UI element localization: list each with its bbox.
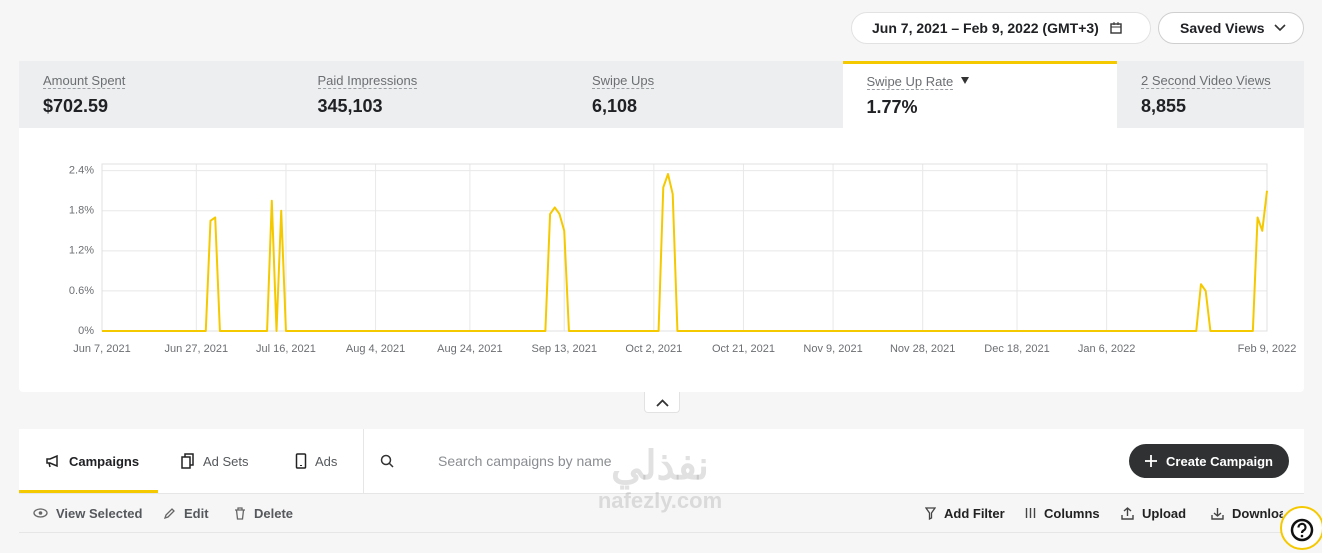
tab-ad-sets[interactable]: Ad Sets: [181, 429, 249, 493]
x-tick-label: Aug 4, 2021: [346, 343, 405, 355]
metric-label-row: Swipe Up Rate: [866, 73, 1117, 91]
watermark: نفذلي nafezly.com: [580, 444, 740, 514]
columns[interactable]: Columns: [1025, 494, 1100, 532]
action-label: Columns: [1044, 505, 1100, 521]
metric-label-row: 2 Second Video Views: [1141, 72, 1322, 90]
phone-icon: [295, 453, 307, 469]
divider: [363, 429, 364, 493]
plus-icon: [1145, 455, 1158, 467]
x-tick-label: Jul 16, 2021: [256, 343, 316, 355]
metric-tab[interactable]: Swipe Ups 6,108: [568, 61, 842, 128]
create-campaign-button[interactable]: Create Campaign: [1129, 444, 1289, 478]
tab-label: Campaigns: [69, 453, 140, 469]
metric-tab[interactable]: Swipe Up Rate 1.77%: [842, 61, 1117, 128]
download[interactable]: Download: [1211, 494, 1283, 532]
y-tick-label: 1.8%: [69, 205, 94, 217]
metric-label-row: Paid Impressions: [317, 72, 568, 90]
chevron-down: [1274, 24, 1286, 32]
action-label: Download: [1232, 505, 1283, 521]
x-tick-label: Aug 24, 2021: [437, 343, 502, 355]
watermark-latin: nafezly.com: [597, 488, 723, 513]
saved-views-button[interactable]: Saved Views: [1158, 12, 1304, 44]
metric-label-row: Amount Spent: [43, 72, 293, 90]
search-placeholder: Search campaigns by name: [438, 453, 612, 469]
y-tick-label: 0.6%: [69, 285, 94, 297]
watermark-arabic: نفذلي: [611, 444, 709, 488]
add-filter[interactable]: Add Filter: [925, 494, 1005, 532]
download-icon: [1211, 507, 1224, 520]
table-toolbar: Campaigns Ad Sets Ads Search campaigns b…: [19, 429, 1304, 494]
x-tick-label: Sep 13, 2021: [532, 343, 597, 355]
delete[interactable]: Delete: [234, 494, 293, 532]
y-tick-label: 2.4%: [69, 165, 94, 177]
view-selected[interactable]: View Selected: [33, 494, 142, 532]
x-tick-label: Nov 9, 2021: [803, 343, 862, 355]
tab-ads[interactable]: Ads: [295, 429, 337, 493]
upload-icon: [1121, 506, 1134, 520]
search-icon: [380, 454, 394, 468]
action-label: Add Filter: [944, 505, 1005, 521]
metric-label: Swipe Up Rate: [866, 74, 954, 90]
filter-icon: [925, 506, 936, 520]
adsets-icon: [181, 453, 194, 469]
metric-label-row: Swipe Ups: [592, 72, 842, 90]
edit[interactable]: Edit: [163, 494, 209, 532]
date-range: Jun 7, 2021 – Feb 9, 2022 (GMT+3): [872, 20, 1099, 36]
metric-tab[interactable]: Amount Spent $702.59: [19, 61, 293, 128]
metric-label: Swipe Ups: [592, 73, 655, 89]
metric-value: 1.77%: [866, 97, 918, 117]
metric-label: Paid Impressions: [317, 73, 418, 89]
actions-bar: View Selected Edit Delete Add Filter Col…: [19, 494, 1304, 533]
columns-icon: [1025, 508, 1036, 518]
x-tick-label: Feb 9, 2022: [1238, 343, 1297, 355]
metric-label: 2 Second Video Views: [1141, 73, 1271, 89]
upload[interactable]: Upload: [1121, 494, 1186, 532]
create-label: Create Campaign: [1166, 453, 1273, 469]
saved-views-label: Saved Views: [1180, 20, 1265, 36]
data-line: [102, 173, 1268, 332]
search-input[interactable]: Search campaigns by name: [438, 453, 612, 469]
tab-label: Ad Sets: [203, 453, 249, 469]
action-label: Edit: [184, 505, 209, 521]
metric-tab[interactable]: Paid Impressions 345,103: [294, 61, 568, 128]
x-tick-label: Jun 7, 2021: [73, 343, 131, 355]
calendar-icon: [1110, 22, 1122, 34]
action-label: Delete: [254, 505, 294, 521]
x-tick-label: Oct 2, 2021: [625, 343, 682, 355]
collapse-chart-button[interactable]: [644, 392, 680, 413]
y-tick-label: 1.2%: [69, 245, 94, 257]
trash-icon: [235, 506, 245, 520]
metrics-bar: Amount Spent $702.59 Paid Impressions 345,1…: [19, 61, 1304, 128]
metric-label: Amount Spent: [43, 73, 126, 89]
tab-label: Ads: [315, 453, 338, 469]
x-tick-label: Oct 21, 2021: [712, 343, 775, 355]
metric-value: 8,855: [1141, 96, 1187, 116]
action-label: Upload: [1142, 505, 1187, 521]
x-tick-label: Jan 6, 2022: [1078, 343, 1136, 355]
eye-icon: [33, 508, 48, 518]
metric-value: 345,103: [317, 96, 383, 116]
tab-campaigns[interactable]: Campaigns: [45, 429, 139, 493]
active-tab-indicator: [19, 490, 158, 493]
metric-tab[interactable]: 2 Second Video Views 8,855: [1117, 61, 1322, 128]
x-tick-label: Nov 28, 2021: [890, 343, 955, 355]
metric-value: $702.59: [43, 96, 109, 116]
action-label: View Selected: [56, 505, 143, 521]
dropdown-caret: [961, 77, 970, 84]
help-button[interactable]: [1280, 506, 1322, 550]
pencil-icon: [163, 507, 175, 519]
x-tick-label: Dec 18, 2021: [984, 343, 1049, 355]
help-icon: [1290, 518, 1314, 542]
chevron-up: [656, 399, 669, 407]
date-range-picker[interactable]: Jun 7, 2021 – Feb 9, 2022 (GMT+3): [851, 12, 1151, 44]
x-tick-label: Jun 27, 2021: [165, 343, 229, 355]
megaphone-icon: [46, 454, 58, 468]
metric-value: 6,108: [592, 96, 638, 116]
caret: [961, 77, 970, 84]
line-chart: 0% 0.6% 1.2% 1.8% 2.4% Jun 7, 2021 Jun 27, 202…: [19, 128, 1304, 392]
y-tick-label: 0%: [78, 325, 94, 337]
